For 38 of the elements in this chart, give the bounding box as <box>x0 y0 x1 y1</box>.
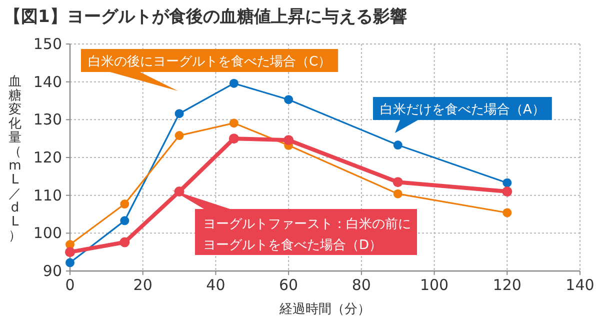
point <box>66 258 74 268</box>
point <box>229 78 238 88</box>
y-tick-label: 100 <box>33 224 62 242</box>
x-tick-label: 20 <box>133 276 152 294</box>
point <box>502 178 512 188</box>
y-tick-label: 140 <box>33 72 62 91</box>
x-tick-label: 0 <box>65 276 75 294</box>
point <box>502 208 512 218</box>
point <box>174 131 184 140</box>
point <box>120 216 130 226</box>
point <box>174 109 184 118</box>
text: 血糖変化量（mL／dL） <box>8 74 22 244</box>
y-tick-label: 150 <box>33 35 62 53</box>
point <box>393 189 402 198</box>
x-tick-label: 40 <box>206 276 226 294</box>
point <box>392 177 403 188</box>
point <box>393 140 402 150</box>
x-tick-label: 120 <box>492 276 522 294</box>
x-tick-label: 100 <box>420 276 449 294</box>
y-tick-label: 110 <box>33 186 62 204</box>
x-tick-label: 140 <box>566 276 594 294</box>
point <box>284 95 294 104</box>
legend-label: ヨーグルトファースト：白米の前にヨーグルトを食べた場合（D） <box>203 217 411 253</box>
point <box>120 200 130 209</box>
point <box>65 247 75 258</box>
y-tick-label: 120 <box>33 148 62 166</box>
x-tick-label: 60 <box>279 276 298 294</box>
point <box>229 118 238 128</box>
title: 【図1】ヨーグルトが食後の血糖値上昇に与える影響 <box>4 7 407 27</box>
point <box>502 186 512 197</box>
point <box>284 135 294 146</box>
point <box>120 237 130 248</box>
x-axis-title: 経過時間（分） <box>278 302 370 317</box>
x-tick-label: 80 <box>352 276 371 294</box>
y-tick-label: 130 <box>33 110 62 129</box>
point <box>228 134 239 144</box>
series-label: 白米だけを食べた場合（A） <box>380 102 545 118</box>
y-tick-label: 90 <box>42 262 62 280</box>
